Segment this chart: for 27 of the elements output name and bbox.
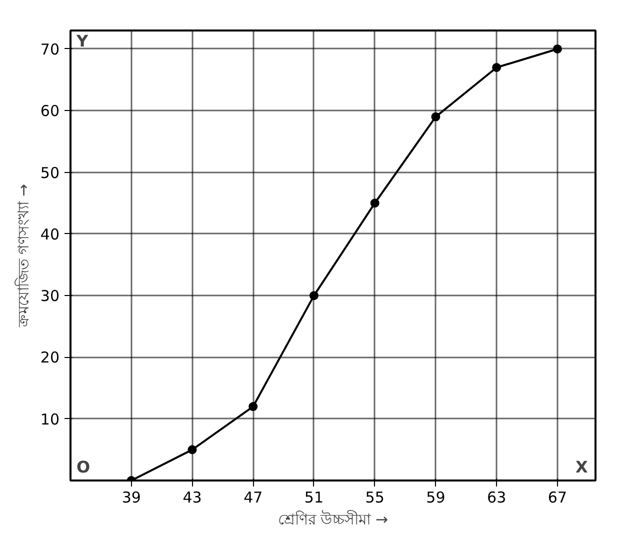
x-tick-label: 67 [548,488,568,506]
annotation: Y [76,32,88,50]
y-axis-title: ক্রমযোজিত গণসংখ্যা → [14,184,32,328]
x-tick-label: 59 [426,488,446,506]
point [492,62,502,72]
annotation: O [76,458,90,476]
x-tick-label: 63 [487,488,506,506]
x-tick-label: 39 [122,488,141,506]
x-tick-label: 51 [304,488,324,506]
y-tick-label: 40 [40,225,60,244]
point [309,291,318,300]
y-tick-label: 20 [40,348,60,367]
point [431,112,440,122]
x-axis-title: শ্রেণির উচ্চসীমা → [278,510,388,528]
x-tick-label: 47 [244,488,263,506]
y-tick-label: 50 [40,164,60,182]
point [370,198,380,208]
x-tick-label: 43 [182,488,202,506]
annotation: X [576,458,588,476]
y-tick-label: 10 [40,410,60,428]
point [248,402,258,412]
y-tick-label: 60 [40,102,60,120]
point [552,44,562,54]
y-tick-label: 70 [40,40,60,58]
x-tick-label: 55 [365,488,384,506]
point [188,445,197,454]
y-tick-label: 30 [40,287,60,306]
